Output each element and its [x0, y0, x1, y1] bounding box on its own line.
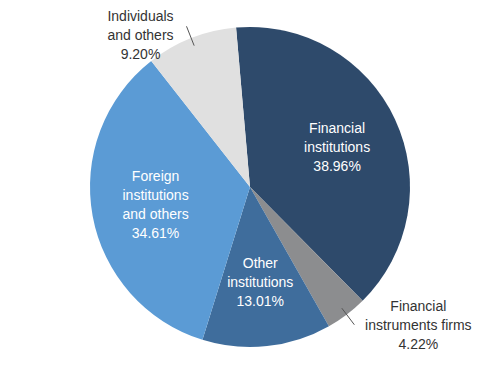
svg-text:Financialinstruments firms4.22: Financialinstruments firms4.22%: [365, 298, 472, 352]
svg-text:Individualsand others9.20%: Individualsand others9.20%: [107, 8, 173, 62]
svg-text:Financialinstitutions38.96%: Financialinstitutions38.96%: [304, 120, 370, 174]
svg-text:Foreigninstitutionsand others3: Foreigninstitutionsand others34.61%: [122, 168, 188, 241]
svg-text:Otherinstitutions13.01%: Otherinstitutions13.01%: [227, 255, 293, 309]
